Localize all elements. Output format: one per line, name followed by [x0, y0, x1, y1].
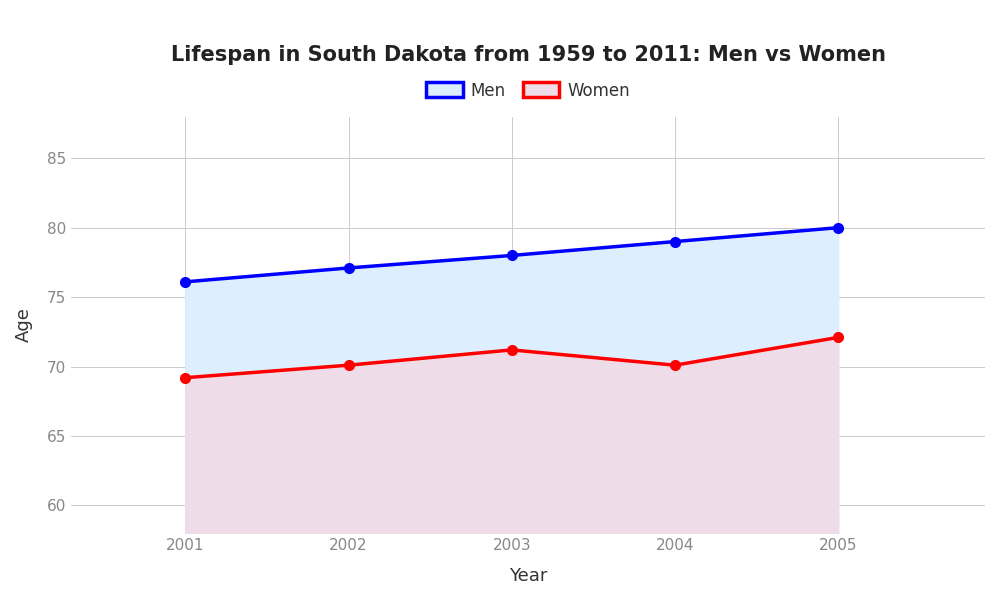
- Y-axis label: Age: Age: [15, 307, 33, 343]
- Legend: Men, Women: Men, Women: [419, 75, 637, 106]
- Title: Lifespan in South Dakota from 1959 to 2011: Men vs Women: Lifespan in South Dakota from 1959 to 20…: [171, 45, 886, 65]
- X-axis label: Year: Year: [509, 567, 547, 585]
